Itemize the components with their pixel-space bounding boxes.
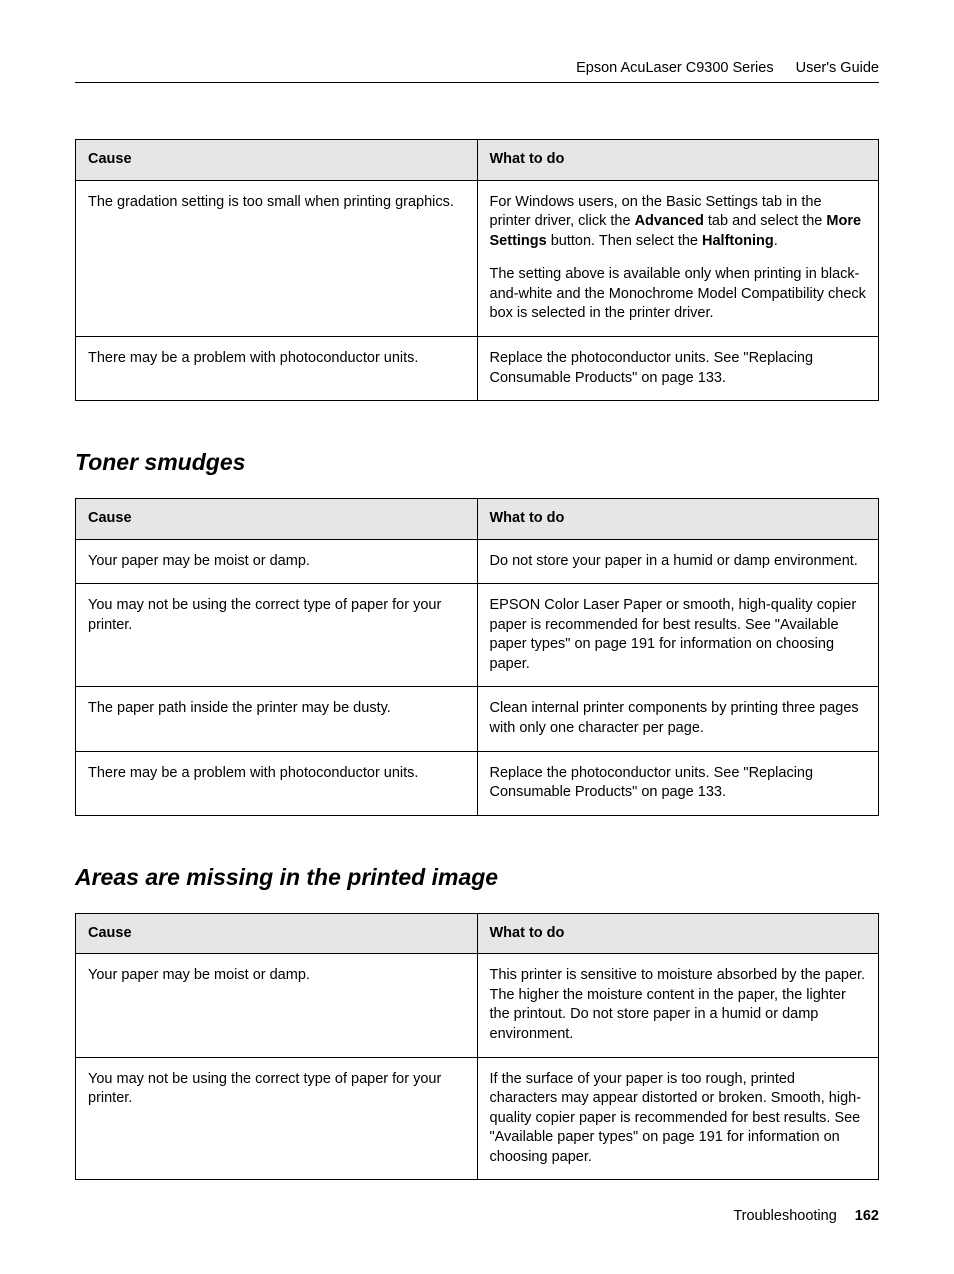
th-do: What to do xyxy=(477,499,879,540)
table-gradation: Cause What to do The gradation setting i… xyxy=(75,139,879,401)
table-areas-missing: Cause What to do Your paper may be moist… xyxy=(75,913,879,1181)
page-footer: Troubleshooting 162 xyxy=(733,1208,879,1224)
th-do: What to do xyxy=(477,913,879,954)
table-row: The gradation setting is too small when … xyxy=(76,180,879,336)
header-guide: User's Guide xyxy=(796,60,879,76)
bold-text: Halftoning xyxy=(702,233,774,249)
th-cause: Cause xyxy=(76,913,478,954)
cell-do: Clean internal printer components by pri… xyxy=(477,687,879,751)
table-row: There may be a problem with photoconduct… xyxy=(76,751,879,815)
table-row: Your paper may be moist or damp. This pr… xyxy=(76,954,879,1057)
cell-cause: The paper path inside the printer may be… xyxy=(76,687,478,751)
para: For Windows users, on the Basic Settings… xyxy=(490,193,867,252)
table-row: The paper path inside the printer may be… xyxy=(76,687,879,751)
cell-do: Replace the photoconductor units. See "R… xyxy=(477,336,879,400)
cell-do: Do not store your paper in a humid or da… xyxy=(477,539,879,584)
cell-cause: There may be a problem with photoconduct… xyxy=(76,336,478,400)
cell-cause: You may not be using the correct type of… xyxy=(76,584,478,687)
th-cause: Cause xyxy=(76,140,478,181)
cell-cause: There may be a problem with photoconduct… xyxy=(76,751,478,815)
page-header: Epson AcuLaser C9300 Series User's Guide xyxy=(75,60,879,83)
table-row: There may be a problem with photoconduct… xyxy=(76,336,879,400)
section-heading-areas-missing: Areas are missing in the printed image xyxy=(75,864,879,891)
cell-cause: Your paper may be moist or damp. xyxy=(76,539,478,584)
text: tab and select the xyxy=(704,213,827,229)
th-do: What to do xyxy=(477,140,879,181)
cell-do: If the surface of your paper is too roug… xyxy=(477,1057,879,1180)
cell-do: EPSON Color Laser Paper or smooth, high-… xyxy=(477,584,879,687)
cell-cause: Your paper may be moist or damp. xyxy=(76,954,478,1057)
th-cause: Cause xyxy=(76,499,478,540)
footer-section: Troubleshooting xyxy=(733,1208,836,1224)
cell-do: For Windows users, on the Basic Settings… xyxy=(477,180,879,336)
cell-cause: You may not be using the correct type of… xyxy=(76,1057,478,1180)
table-header-row: Cause What to do xyxy=(76,499,879,540)
text: button. Then select the xyxy=(547,233,702,249)
footer-page-number: 162 xyxy=(855,1208,879,1224)
table-row: Your paper may be moist or damp. Do not … xyxy=(76,539,879,584)
header-product: Epson AcuLaser C9300 Series xyxy=(576,60,774,76)
table-header-row: Cause What to do xyxy=(76,913,879,954)
table-header-row: Cause What to do xyxy=(76,140,879,181)
cell-cause: The gradation setting is too small when … xyxy=(76,180,478,336)
table-row: You may not be using the correct type of… xyxy=(76,584,879,687)
cell-do: This printer is sensitive to moisture ab… xyxy=(477,954,879,1057)
table-row: You may not be using the correct type of… xyxy=(76,1057,879,1180)
para: The setting above is available only when… xyxy=(490,265,867,324)
section-heading-toner-smudges: Toner smudges xyxy=(75,449,879,476)
bold-text: Advanced xyxy=(635,213,704,229)
page-content: Epson AcuLaser C9300 Series User's Guide… xyxy=(0,0,954,1180)
cell-do: Replace the photoconductor units. See "R… xyxy=(477,751,879,815)
text: . xyxy=(774,233,778,249)
table-toner-smudges: Cause What to do Your paper may be moist… xyxy=(75,498,879,816)
